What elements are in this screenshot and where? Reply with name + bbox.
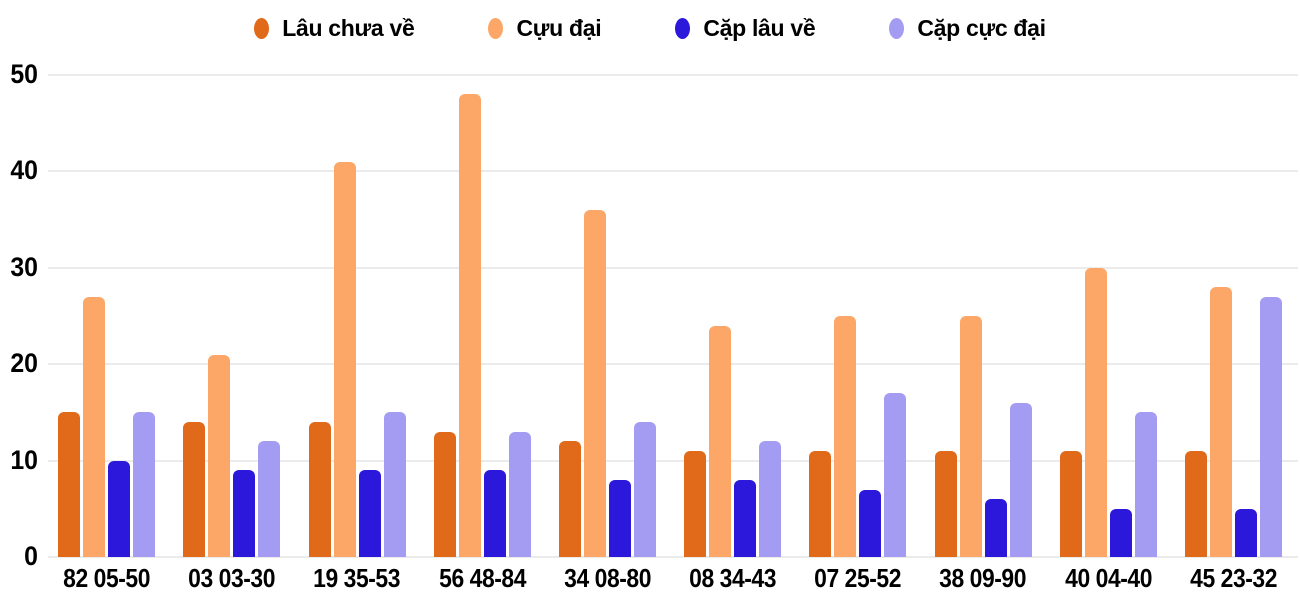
x-axis-labels: 82 05-50 03 03-30 19 35-53 56 48-84 34 08-80… — [44, 563, 1296, 594]
bar-group — [169, 75, 294, 557]
bar-group — [44, 75, 169, 557]
bar[interactable] — [1084, 267, 1107, 557]
legend-color-dot-icon — [675, 17, 691, 39]
bar[interactable] — [483, 470, 506, 557]
bar[interactable] — [959, 316, 982, 557]
bar-group — [294, 75, 419, 557]
gridline — [48, 170, 1298, 173]
legend-color-dot-icon — [488, 17, 504, 39]
bars-layer — [44, 75, 1296, 557]
x-axis-label: 07 25-52 — [814, 563, 902, 593]
gridline — [48, 266, 1298, 269]
plot-area: 0 10 20 30 40 50 82 05-50 03 03-30 19 35-53 56 4… — [0, 61, 1300, 593]
bar[interactable] — [684, 450, 707, 557]
bar[interactable] — [984, 499, 1007, 557]
bar[interactable] — [834, 316, 857, 557]
bar[interactable] — [608, 479, 631, 557]
x-axis-label: 45 23-32 — [1190, 563, 1277, 593]
bar-group — [1171, 75, 1296, 557]
bar[interactable] — [633, 422, 656, 557]
x-axis-label: 82 05-50 — [63, 563, 151, 593]
bar[interactable] — [884, 393, 907, 557]
bar-group — [1046, 75, 1171, 557]
bar[interactable] — [508, 431, 531, 557]
gridline — [48, 556, 1298, 558]
y-axis-tick-label: 30 — [10, 251, 38, 282]
bar[interactable] — [83, 296, 106, 557]
bar[interactable] — [558, 441, 581, 557]
legend-item[interactable]: Cựu đại — [488, 14, 602, 42]
legend-color-dot-icon — [889, 17, 905, 39]
legend-label: Lâu chưa về — [282, 14, 415, 41]
legend-color-dot-icon — [254, 17, 270, 39]
x-axis-label: 19 35-53 — [313, 563, 401, 593]
x-axis-label: 56 48-84 — [438, 563, 526, 593]
bar[interactable] — [1184, 450, 1207, 557]
bar[interactable] — [709, 325, 732, 557]
bar[interactable] — [333, 161, 356, 557]
bar[interactable] — [458, 94, 481, 557]
gridline — [48, 74, 1298, 76]
bar[interactable] — [859, 489, 882, 557]
y-axis-tick-label: 20 — [10, 348, 38, 379]
bar[interactable] — [208, 354, 231, 557]
bar[interactable] — [1134, 412, 1157, 557]
bar-group — [545, 75, 670, 557]
bar[interactable] — [1209, 287, 1232, 557]
bar[interactable] — [934, 450, 957, 557]
y-axis-tick-label: 10 — [10, 444, 38, 475]
bar[interactable] — [1259, 296, 1282, 557]
y-axis-tick-label: 0 — [24, 541, 38, 571]
bar[interactable] — [133, 412, 156, 557]
bar[interactable] — [358, 470, 381, 557]
legend-item[interactable]: Lâu chưa về — [254, 14, 415, 42]
bar[interactable] — [233, 470, 256, 557]
bar[interactable] — [108, 460, 131, 557]
legend-label: Cựu đại — [516, 14, 602, 41]
bar[interactable] — [583, 209, 606, 557]
bar[interactable] — [383, 412, 406, 557]
x-axis-label: 08 34-43 — [689, 563, 777, 593]
legend-label: Cặp lâu về — [703, 14, 816, 41]
bar[interactable] — [433, 431, 456, 557]
bar[interactable] — [1059, 450, 1082, 557]
bar-group — [795, 75, 920, 557]
x-axis-label: 03 03-30 — [188, 563, 276, 593]
legend-item[interactable]: Cặp cực đại — [889, 14, 1046, 42]
bar[interactable] — [1234, 508, 1257, 557]
bar[interactable] — [258, 441, 281, 557]
x-axis-label: 34 08-80 — [563, 563, 651, 593]
bar[interactable] — [308, 422, 331, 557]
bar[interactable] — [1109, 508, 1132, 557]
gridline — [48, 363, 1298, 366]
legend-label: Cặp cực đại — [917, 14, 1046, 41]
bar[interactable] — [1009, 402, 1032, 557]
legend: Lâu chưa về Cựu đại Cặp lâu về Cặp cực đại — [0, 6, 1300, 50]
legend-item[interactable]: Cặp lâu về — [675, 14, 816, 42]
bar[interactable] — [809, 450, 832, 557]
bar[interactable] — [759, 441, 782, 557]
bar[interactable] — [734, 479, 757, 557]
x-axis-label: 38 09-90 — [939, 563, 1027, 593]
y-axis-tick-label: 40 — [10, 155, 38, 186]
x-axis-label: 40 04-40 — [1064, 563, 1152, 593]
bar-group — [670, 75, 795, 557]
bar-group — [920, 75, 1045, 557]
bar-group — [420, 75, 545, 557]
y-axis-tick-label: 50 — [10, 59, 38, 89]
bar[interactable] — [58, 412, 81, 557]
bar[interactable] — [183, 422, 206, 557]
gridline — [48, 459, 1298, 462]
